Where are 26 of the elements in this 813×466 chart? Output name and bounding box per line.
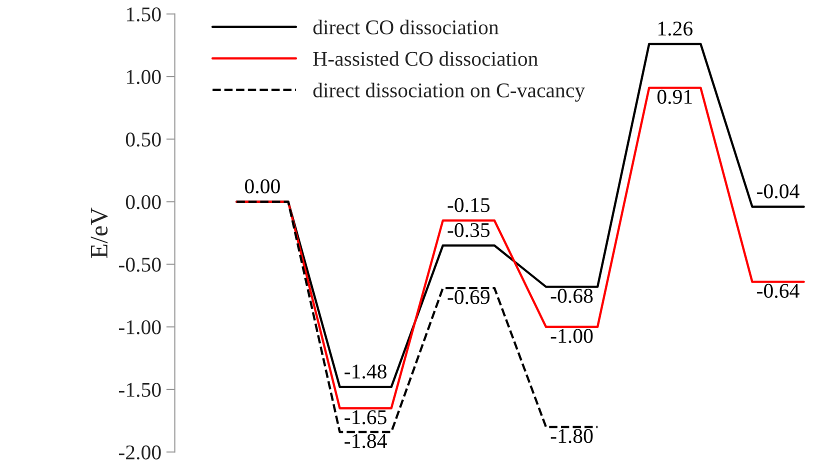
y-tick-label: -0.50 [118,258,161,272]
data-label: -1.80 [550,428,593,444]
data-label: -0.68 [550,288,593,303]
y-tick-label: -2.00 [118,445,161,460]
legend-label: direct dissociation on C-vacancy [313,82,585,102]
y-tick-label: 0.00 [126,195,161,210]
y-tick-label: 0.50 [126,132,161,147]
data-label: -1.84 [344,434,387,448]
data-label: -0.04 [757,184,800,198]
y-tick-label: 1.50 [126,7,161,22]
legend-label: H-assisted CO dissociation [313,51,538,66]
data-label: 1.26 [658,22,692,36]
data-label: -1.48 [344,364,386,379]
data-label: -1.00 [550,328,593,344]
y-tick-label: -1.50 [118,382,161,397]
y-tick-label: 1.00 [126,70,161,84]
data-label: 0.00 [245,179,280,194]
data-label: -0.69 [448,290,490,304]
data-label: -0.15 [448,198,490,212]
y-axis-title: E/eV [90,208,108,258]
data-label: -0.35 [448,223,490,238]
legend-label: direct CO dissociation [313,20,499,34]
data-label: -0.64 [757,284,800,298]
data-label: -1.65 [344,410,386,424]
y-tick-label: -1.00 [118,320,161,334]
data-label: 0.91 [657,90,692,104]
